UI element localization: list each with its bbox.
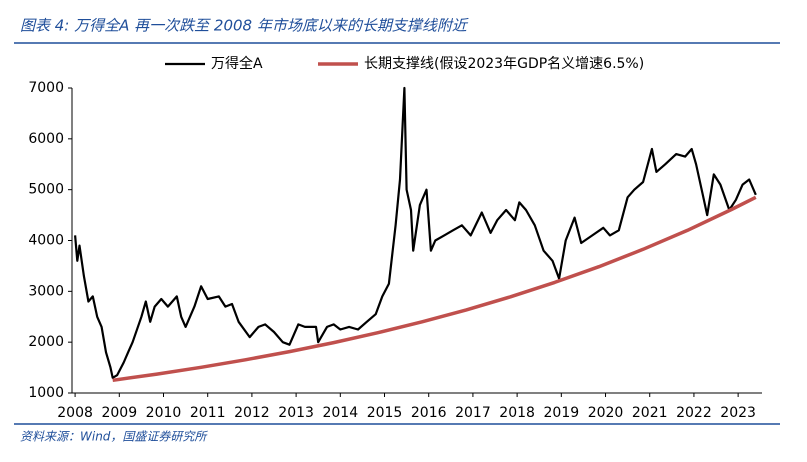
y-tick-label: 5000 (28, 182, 64, 198)
source-note: 资料来源：Wind，国盛证券研究所 (20, 430, 208, 444)
x-tick-label: 2015 (367, 405, 403, 421)
x-tick-label: 2017 (455, 405, 491, 421)
x-tick-label: 2020 (588, 405, 624, 421)
chart-title: 图表 4: 万得全A 再一次跌至 2008 年市场底以来的长期支撑线附近 (20, 17, 469, 35)
x-tick-label: 2009 (101, 405, 137, 421)
y-tick-label: 7000 (28, 80, 64, 96)
x-tick-label: 2018 (499, 405, 535, 421)
series-line (112, 195, 757, 383)
x-tick-label: 2013 (278, 405, 314, 421)
legend-label: 长期支撑线(假设2023年GDP名义增速6.5%) (364, 56, 644, 72)
x-tick-label: 2008 (57, 405, 93, 421)
x-tick-label: 2010 (146, 405, 182, 421)
y-tick-label: 2000 (28, 334, 64, 350)
legend-label: 万得全A (211, 55, 263, 72)
series-line (74, 86, 757, 379)
x-tick-label: 2011 (190, 405, 226, 421)
y-tick-label: 3000 (28, 283, 64, 299)
x-tick-label: 2014 (322, 405, 358, 421)
x-tick-label: 2012 (234, 405, 270, 421)
x-tick-label: 2019 (544, 405, 580, 421)
x-tick-label: 2021 (632, 405, 668, 421)
y-tick-label: 1000 (28, 385, 64, 401)
y-tick-label: 6000 (28, 131, 64, 147)
x-tick-label: 2016 (411, 405, 447, 421)
x-tick-label: 2023 (720, 405, 756, 421)
y-tick-label: 4000 (28, 233, 64, 249)
x-tick-label: 2022 (676, 405, 712, 421)
